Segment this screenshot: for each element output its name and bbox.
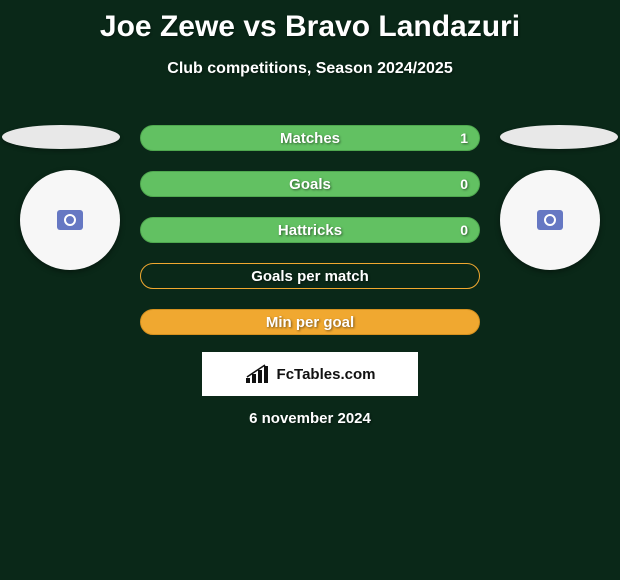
stat-row-hattricks: Hattricks 0 xyxy=(140,217,480,243)
stat-value-right: 1 xyxy=(460,125,468,151)
page-title: Joe Zewe vs Bravo Landazuri xyxy=(0,0,620,44)
stat-label: Hattricks xyxy=(140,217,480,243)
comparison-card: Joe Zewe vs Bravo Landazuri Club competi… xyxy=(0,0,620,580)
stat-value-right: 0 xyxy=(460,171,468,197)
brand-text: FcTables.com xyxy=(277,366,376,383)
brand-box: FcTables.com xyxy=(202,352,418,396)
stat-label: Goals xyxy=(140,171,480,197)
page-subtitle: Club competitions, Season 2024/2025 xyxy=(0,60,620,78)
date-line: 6 november 2024 xyxy=(0,410,620,427)
stat-label: Goals per match xyxy=(140,263,480,289)
stat-label: Min per goal xyxy=(140,309,480,335)
stat-row-min-per-goal: Min per goal xyxy=(140,309,480,335)
brand-logo-icon xyxy=(245,364,271,384)
stat-value-right: 0 xyxy=(460,217,468,243)
stats-area: Matches 1 Goals 0 Hattricks 0 Goals per … xyxy=(0,125,620,355)
stat-label: Matches xyxy=(140,125,480,151)
stat-row-matches: Matches 1 xyxy=(140,125,480,151)
stat-row-goals: Goals 0 xyxy=(140,171,480,197)
stat-row-goals-per-match: Goals per match xyxy=(140,263,480,289)
